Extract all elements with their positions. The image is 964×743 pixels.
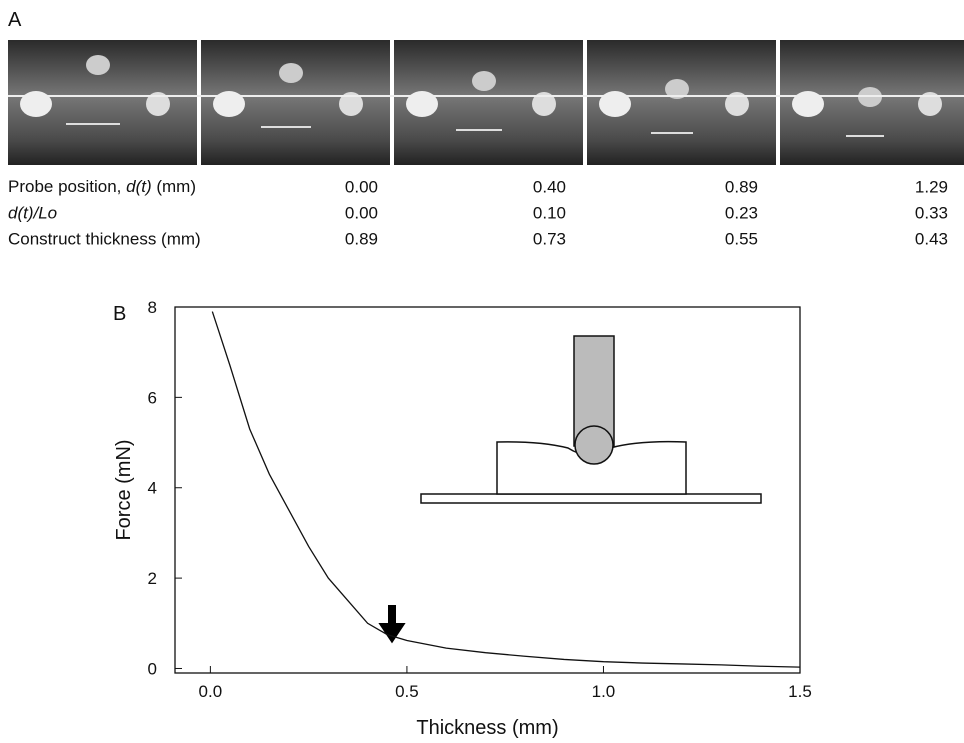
photo-post <box>918 92 942 116</box>
x-tick-label: 1.0 <box>592 682 616 701</box>
photo-post <box>20 91 52 117</box>
plot-frame <box>174 306 801 674</box>
table-cell: 0.43 <box>915 229 948 248</box>
photo-probe <box>86 55 110 75</box>
table-cell: 1.29 <box>915 177 948 196</box>
table-cell: 0.33 <box>915 203 948 222</box>
x-tick-label: 0.5 <box>395 682 419 701</box>
photo-probe <box>279 63 303 83</box>
table-cell: 0.40 <box>533 177 566 196</box>
row-label-part: d(t) <box>126 177 152 196</box>
photo-strip <box>8 40 964 165</box>
panel-label: A <box>8 9 22 31</box>
table-cell: 0.55 <box>725 229 758 248</box>
x-axis-label: Thickness (mm) <box>416 717 558 739</box>
row-label: d(t)/Lo <box>8 203 57 222</box>
y-axis-label: Force (mN) <box>113 439 135 540</box>
photo-post <box>213 91 245 117</box>
photo-post <box>725 92 749 116</box>
x-tick-label: 1.5 <box>788 682 812 701</box>
row-label-part: (mm) <box>152 177 196 196</box>
y-tick-label: 8 <box>148 298 157 317</box>
photo-post <box>599 91 631 117</box>
probe-tip <box>574 425 614 465</box>
table-cell: 0.00 <box>345 177 378 196</box>
photo-post <box>406 91 438 117</box>
arrow <box>378 605 406 644</box>
table-cell: 0.00 <box>345 203 378 222</box>
table-cell: 0.89 <box>725 177 758 196</box>
y-tick-label: 4 <box>148 479 157 498</box>
panel-label: B <box>113 303 126 325</box>
table: Probe position, d(t) (mm) d(t)/Lo Constr… <box>8 177 201 248</box>
inset-diagram <box>420 335 762 504</box>
data-line <box>211 311 801 668</box>
photo-probe <box>665 79 689 99</box>
row-label: Probe position, d(t) (mm) <box>8 177 196 196</box>
y-tick-label: 2 <box>148 569 157 588</box>
photo-probe <box>472 71 496 91</box>
row-label: Construct thickness (mm) <box>8 229 201 248</box>
table-cell: 0.73 <box>533 229 566 248</box>
photo-post <box>146 92 170 116</box>
table-cell: 0.23 <box>725 203 758 222</box>
photo-post <box>339 92 363 116</box>
y-tick-label: 6 <box>148 388 157 407</box>
table-cell: 0.89 <box>345 229 378 248</box>
photo-post <box>792 91 824 117</box>
photo-post <box>532 92 556 116</box>
substrate <box>420 493 762 504</box>
y-tick-label: 0 <box>148 659 157 678</box>
row-label-part: Probe position, <box>8 177 126 196</box>
x-tick-label: 0.0 <box>199 682 223 701</box>
table-cell: 0.10 <box>533 203 566 222</box>
